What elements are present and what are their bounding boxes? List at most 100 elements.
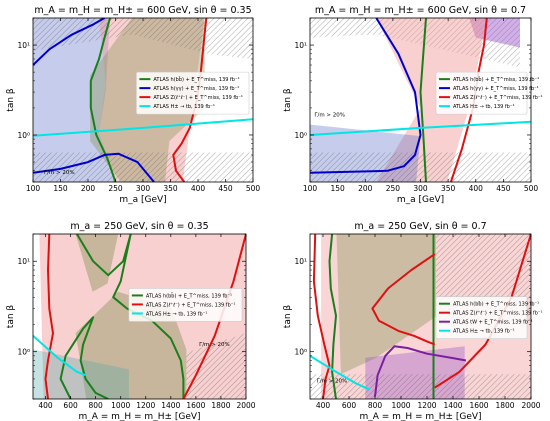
x-tick-label: 2000 — [236, 401, 255, 410]
legend-label: ATLAS h(bb̄) + E_T^miss, 139 fb⁻¹ — [153, 76, 239, 83]
x-tick-label: 1000 — [391, 401, 410, 410]
panel-1: 100 150 200 250 300 350 400 450 500 10⁰ 10¹ m_A = m… — [6, 5, 260, 205]
legend-label: ATLAS H± → tb, 139 fb⁻¹ — [453, 329, 515, 335]
series-group — [310, 234, 531, 399]
x-axis-label: m_A = m_H = m_H± [GeV] — [78, 412, 200, 421]
x-tick-label: 500 — [246, 184, 261, 193]
x-tick-label: 150 — [53, 184, 68, 193]
shaded-region — [310, 152, 531, 182]
series-line-3 — [312, 234, 331, 399]
series-line-7 — [310, 354, 371, 391]
series-line-3 — [44, 234, 54, 399]
y-axis-label: tan β — [283, 88, 293, 112]
panel-4: 400 600 800 1000 1200 1400 1600 1800 2000 10⁰ 10¹ m… — [283, 221, 543, 421]
x-tick-label: 500 — [524, 184, 539, 193]
x-axis-label: m_a [GeV] — [119, 195, 166, 205]
x-tick-label: 1200 — [417, 401, 436, 410]
legend-label: ATLAS h(γγ) + E_T^miss, 139 fb⁻¹ — [453, 86, 539, 92]
width-annotation: Γ/m > 20% — [44, 170, 75, 176]
series-group — [33, 18, 253, 182]
legend-label: ATLAS Z(ℓ⁺ℓ⁻) + E_T^miss, 139 fb⁻¹ — [453, 311, 543, 317]
series-line-4 — [371, 253, 436, 346]
width-annotation: Γ/m > 20% — [199, 342, 230, 348]
width-annotation: Γ/m > 20% — [314, 112, 345, 118]
legend-label: ATLAS H± → tb, 139 fb⁻¹ — [453, 104, 515, 110]
x-tick-label: 350 — [441, 184, 456, 193]
panel-title: m_a = 250 GeV, sin θ = 0.7 — [354, 221, 486, 232]
series-line-2 — [33, 18, 105, 66]
y-axis-label: tan β — [283, 305, 293, 329]
y-tick-label: 10⁰ — [294, 348, 307, 357]
x-tick-label: 2000 — [521, 401, 540, 410]
x-tick-label: 1000 — [111, 401, 130, 410]
legend-box — [435, 296, 528, 340]
series-line-2 — [310, 18, 422, 174]
x-tick-label: 600 — [63, 401, 78, 410]
series-line-4 — [172, 18, 208, 182]
legend: ATLAS h(bb̄) + E_T^miss, 139 fb⁻¹ ATLAS h… — [136, 71, 250, 115]
legend-label: ATLAS Z(ℓ⁺ℓ⁻) + E_T^miss, 139 fb⁻¹ — [453, 95, 543, 101]
x-tick-label: 400 — [469, 184, 484, 193]
series-line-5 — [434, 234, 531, 389]
x-tick-label: 400 — [38, 401, 53, 410]
x-tick-label: 400 — [316, 401, 331, 410]
series-line-1 — [328, 234, 337, 399]
shaded-region — [33, 18, 253, 59]
x-tick-label: 450 — [496, 184, 511, 193]
y-tick-label: 10¹ — [294, 41, 307, 50]
y-tick-label: 10¹ — [294, 257, 307, 266]
x-tick-label: 1200 — [136, 401, 155, 410]
shaded-region — [469, 18, 520, 48]
series-line-4 — [310, 120, 531, 136]
legend: ATLAS h(bb̄) + E_T^miss, 139 fb⁻¹ ATLAS Z… — [128, 288, 243, 322]
series-line-2 — [59, 316, 109, 399]
width-annotation: Γ/m > 20% — [317, 379, 348, 385]
allowed-regions — [310, 18, 531, 182]
series-line-4 — [182, 234, 246, 399]
panel-2: 100 150 200 250 300 350 400 450 500 10⁰ 10¹ m_A = m… — [283, 5, 543, 205]
legend-label: ATLAS h(bb̄) + E_T^miss, 139 fb⁻¹ — [146, 293, 232, 300]
legend: ATLAS h(bb̄) + E_T^miss, 139 fb⁻¹ ATLAS h… — [435, 71, 543, 115]
x-tick-label: 1800 — [211, 401, 230, 410]
y-tick-label: 10⁰ — [17, 131, 30, 140]
series-line-1 — [76, 234, 185, 399]
legend-label: ATLAS h(γγ) + E_T^miss, 139 fb⁻¹ — [153, 86, 239, 92]
series-line-3 — [33, 152, 155, 182]
x-tick-label: 200 — [81, 184, 96, 193]
x-tick-label: 450 — [218, 184, 233, 193]
x-tick-label: 800 — [88, 401, 103, 410]
panel-3: 400 600 800 1000 1200 1400 1600 1800 2000 10⁰ 10¹ m… — [6, 221, 256, 421]
x-tick-label: 1400 — [161, 401, 180, 410]
y-axis-label: tan β — [6, 88, 16, 112]
panel-title: m_A = m_H = m_H± = 600 GeV, sin θ = 0.35 — [34, 5, 251, 16]
legend-label: ATLAS Z(ℓ⁺ℓ⁻) + E_T^miss, 139 fb⁻¹ — [153, 95, 243, 101]
legend-label: ATLAS h(bb̄) + E_T^miss, 139 fb⁻¹ — [453, 76, 539, 83]
plot-frame — [32, 233, 247, 400]
legend: ATLAS h(bb̄) + E_T^miss, 139 fb⁻¹ ATLAS Z… — [435, 296, 543, 340]
y-tick-label: 10⁰ — [17, 348, 30, 357]
shaded-region — [310, 374, 531, 399]
series-line-1 — [419, 18, 427, 182]
x-tick-label: 150 — [330, 184, 345, 193]
y-axis-label: tan β — [6, 305, 16, 329]
series-line-6 — [374, 345, 467, 397]
y-tick-label: 10¹ — [17, 257, 30, 266]
series-group — [33, 234, 246, 399]
panel-title: m_A = m_H = m_H± = 600 GeV, sin θ = 0.7 — [315, 5, 526, 16]
legend-label: ATLAS tW + E_T^miss, 139 fb⁻¹ — [453, 320, 533, 326]
x-tick-label: 250 — [386, 184, 401, 193]
x-axis-label: m_a [GeV] — [397, 195, 444, 205]
plot-frame — [309, 233, 532, 400]
shaded-region — [186, 333, 246, 399]
legend-label: ATLAS H± → tb, 139 fb⁻¹ — [146, 311, 208, 317]
legend-label: ATLAS Z(ℓ⁺ℓ⁻) + E_T^miss, 139 fb⁻¹ — [146, 302, 236, 308]
x-tick-label: 200 — [358, 184, 373, 193]
shaded-region — [376, 18, 487, 182]
x-tick-label: 300 — [413, 184, 428, 193]
x-tick-label: 1600 — [469, 401, 488, 410]
x-tick-label: 1800 — [495, 401, 514, 410]
allowed-regions — [33, 18, 253, 182]
x-tick-label: 100 — [303, 184, 318, 193]
x-tick-label: 250 — [108, 184, 123, 193]
